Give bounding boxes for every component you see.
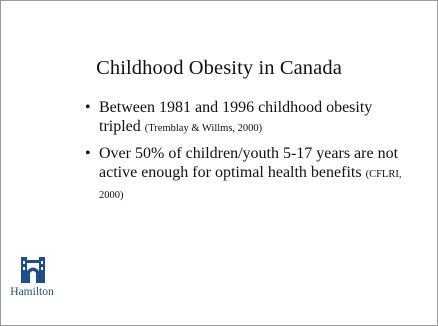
bullet-text: Between 1981 and 1996 childhood obesity …: [99, 99, 373, 135]
bullet-citation: (CFLRI, 2000): [99, 169, 402, 201]
bullet-dot-icon: •: [85, 99, 91, 116]
hamilton-logo: Hamilton: [7, 257, 63, 319]
bullet-citation: (Tremblay & Willms, 2000): [144, 123, 263, 134]
bullet-dot-icon: •: [85, 145, 91, 162]
logo-text: Hamilton: [10, 286, 54, 298]
bullet-text: Over 50% of children/youth 5-17 years ar…: [99, 145, 399, 181]
bullet-list: • Between 1981 and 1996 childhood obesit…: [85, 98, 415, 211]
bullet-item: • Between 1981 and 1996 childhood obesit…: [85, 98, 415, 138]
slide-title: Childhood Obesity in Canada: [96, 57, 342, 79]
hamilton-building-icon: [21, 257, 45, 283]
bullet-item: • Over 50% of children/youth 5-17 years …: [85, 144, 415, 205]
